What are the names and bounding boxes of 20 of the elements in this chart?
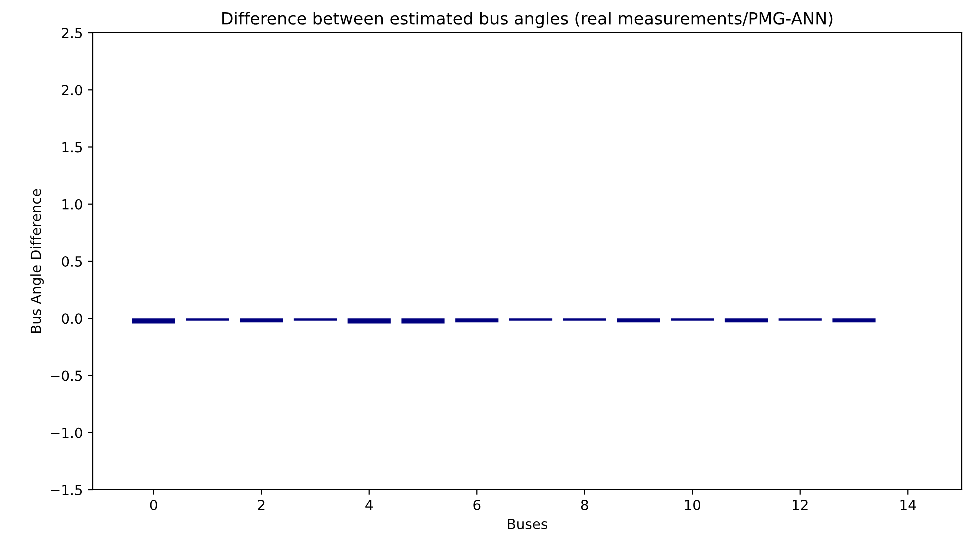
chart-title: Difference between estimated bus angles (real measurements/PMG-ANN): [222, 12, 833, 28]
y-tick-label: 1.5: [62, 142, 82, 153]
y-tick-label: −0.5: [51, 370, 82, 382]
y-tick-label: 2.5: [62, 28, 82, 38]
y-axis-title: Bus Angle Difference: [30, 189, 44, 333]
x-tick-label: 14: [900, 500, 916, 510]
y-tick-label: 0.5: [62, 256, 82, 267]
x-axis-title: Buses: [508, 519, 548, 530]
y-tick-label: −1.5: [51, 485, 82, 496]
x-tick-label: 4: [366, 500, 374, 510]
x-tick-label: 8: [581, 500, 588, 510]
y-tick-label: 0.0: [62, 314, 82, 324]
x-tick-label: 0: [150, 500, 158, 510]
x-tick-label: 10: [685, 500, 701, 510]
y-tick-label: 1.0: [62, 199, 82, 210]
x-tick-label: 6: [474, 500, 481, 510]
x-tick-label: 12: [793, 500, 808, 510]
y-tick-label: −1.0: [51, 428, 82, 438]
y-tick-label: 2.0: [62, 85, 82, 96]
x-tick-label: 2: [258, 500, 265, 510]
